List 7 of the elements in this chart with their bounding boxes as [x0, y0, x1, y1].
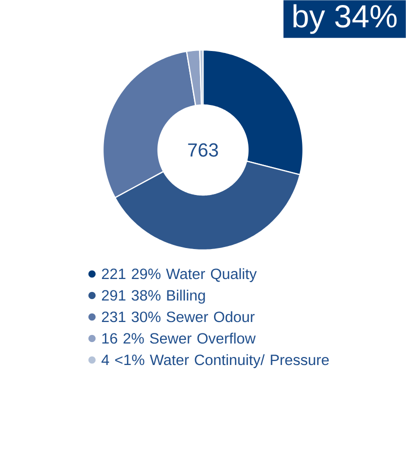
legend-label: 291 38% Billing — [102, 290, 205, 304]
legend-label: 221 29% Water Quality — [102, 268, 257, 282]
legend-label: 231 30% Sewer Odour — [102, 311, 255, 322]
legend-label: 4 <1% Water Continuity/ Pressure — [102, 354, 329, 368]
text: 763 — [188, 143, 218, 157]
text: by 34% — [294, 4, 397, 34]
legend-label: 16 2% Sewer Overflow — [102, 332, 256, 344]
